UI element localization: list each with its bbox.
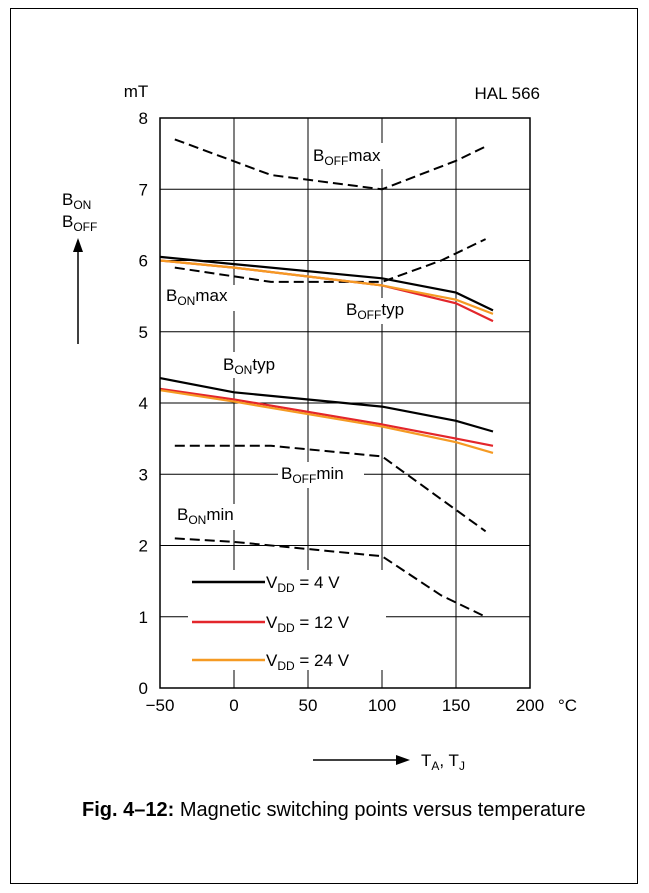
svg-text:BONmax: BONmax <box>166 286 228 308</box>
legend-item-vdd4: VDD = 4 V <box>192 573 340 595</box>
y-tick-label: 5 <box>139 323 148 342</box>
limit-curve-0 <box>174 138 487 191</box>
series-line-0 <box>159 255 494 312</box>
y-axis-arrow <box>73 238 83 344</box>
annotation-bon-max: BONmax <box>163 285 243 311</box>
caption-text: Magnetic switching points versus tempera… <box>174 799 586 821</box>
x-tick-label: 50 <box>299 696 318 715</box>
limit-curve-2 <box>174 444 487 533</box>
figure-frame <box>10 8 638 884</box>
legend: VDD = 4 V VDD = 12 V VDD = 24 V <box>188 570 386 673</box>
x-unit: °C <box>558 696 577 715</box>
svg-text:BOFFmax: BOFFmax <box>313 146 381 168</box>
y-tick-label: 6 <box>139 252 148 271</box>
svg-text:BOFFtyp: BOFFtyp <box>346 300 404 322</box>
x-tick-label: 100 <box>368 696 396 715</box>
svg-text:VDD = 24 V: VDD = 24 V <box>266 651 350 673</box>
y-tick-label: 4 <box>139 394 148 413</box>
svg-text:VDD = 4 V: VDD = 4 V <box>266 573 340 595</box>
plot-area-border <box>159 117 531 689</box>
y-tick-label: 1 <box>139 608 148 627</box>
x-tick-label: 150 <box>442 696 470 715</box>
annotation-bon-min: BONmin <box>174 504 254 530</box>
svg-text:BONmin: BONmin <box>177 505 234 527</box>
figure-caption: Fig. 4–12: Magnetic switching points ver… <box>82 798 602 822</box>
x-tick-label: −50 <box>146 696 175 715</box>
series-line-5 <box>159 389 494 454</box>
x-axis-arrow <box>313 755 410 765</box>
svg-text:BOFFmin: BOFFmin <box>281 464 344 486</box>
svg-text:BONtyp: BONtyp <box>223 355 275 377</box>
annotation-boff-max: BOFFmax <box>310 143 402 169</box>
series-curves <box>159 255 494 454</box>
legend-item-vdd24: VDD = 24 V <box>192 651 350 673</box>
legend-item-vdd12: VDD = 12 V <box>192 613 350 635</box>
y-tick-label: 7 <box>139 180 148 199</box>
caption-label: Fig. 4–12: <box>82 799 175 821</box>
series-line-4 <box>159 387 494 447</box>
annotation-bon-typ: BONtyp <box>220 352 294 378</box>
y-label-bon: BON <box>62 190 91 212</box>
y-tick-label: 2 <box>139 537 148 556</box>
limit-curve-3 <box>174 537 487 618</box>
annotation-boff-min: BOFFmin <box>278 462 364 488</box>
plot-frame <box>159 117 531 689</box>
y-tick-label: 8 <box>139 109 148 128</box>
annotation-boff-typ: BOFFtyp <box>343 298 425 324</box>
x-tick-label: 0 <box>229 696 238 715</box>
y-tick-label: 3 <box>139 465 148 484</box>
y-tick-label: 0 <box>139 679 148 698</box>
svg-text:VDD = 12 V: VDD = 12 V <box>266 613 350 635</box>
x-axis-label: TA, TJ <box>421 751 465 773</box>
limit-curve-1 <box>174 238 487 283</box>
y-unit: mT <box>124 82 149 101</box>
series-line-2 <box>159 259 494 315</box>
x-tick-label: 200 <box>516 696 544 715</box>
limit-curves <box>174 138 487 618</box>
chart-title: HAL 566 <box>474 84 540 103</box>
y-label-boff: BOFF <box>62 212 97 234</box>
series-line-3 <box>159 377 494 433</box>
